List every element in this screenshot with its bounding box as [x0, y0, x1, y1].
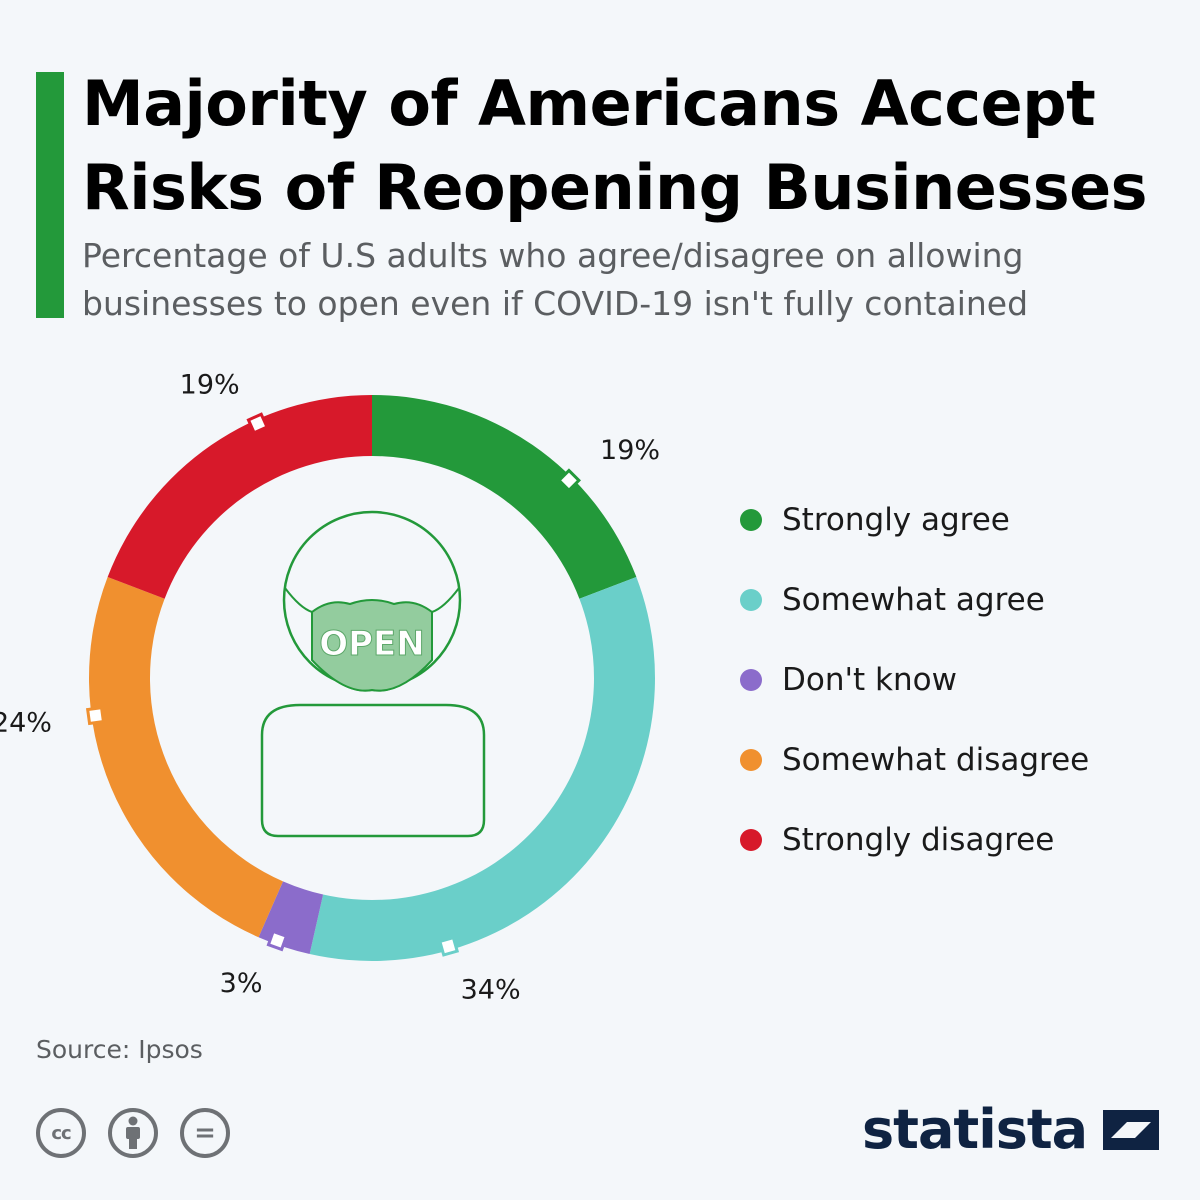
person-mask-icon: OPEN	[260, 510, 486, 838]
value-label-somewhat-disagree: 24%	[0, 707, 52, 738]
slice-marker-somewhat-agree	[438, 935, 460, 957]
no-derivatives-icon[interactable]: =	[180, 1108, 230, 1158]
source-note: Source: Ipsos	[36, 1035, 203, 1064]
legend-item-dont-know: Don't know	[740, 640, 1089, 720]
legend-item-somewhat-agree: Somewhat agree	[740, 560, 1089, 640]
legend-dot	[740, 829, 762, 851]
donut-slice-strongly-disagree	[107, 395, 372, 599]
legend-item-somewhat-disagree: Somewhat disagree	[740, 720, 1089, 800]
donut-slice-somewhat-agree	[309, 577, 655, 961]
legend-label: Don't know	[782, 662, 957, 698]
legend-label: Strongly agree	[782, 502, 1010, 538]
chart-legend: Strongly agree Somewhat agree Don't know…	[740, 480, 1089, 880]
chart-subtitle: Percentage of U.S adults who agree/disag…	[82, 236, 1029, 323]
value-label-somewhat-agree: 34%	[461, 975, 521, 1006]
legend-dot	[740, 669, 762, 691]
segment-markers	[85, 412, 581, 957]
slice-marker-somewhat-disagree	[85, 706, 106, 726]
value-label-strongly-disagree: 19%	[180, 369, 240, 400]
statista-brand[interactable]: statista	[862, 1098, 1160, 1161]
chart-title: Majority of Americans Accept Risks of Re…	[82, 67, 1148, 224]
legend-label: Strongly disagree	[782, 822, 1055, 858]
cc-icon[interactable]: cc	[36, 1108, 86, 1158]
value-label-strongly-agree: 19%	[600, 435, 660, 466]
slice-marker-don-t-know	[266, 929, 289, 952]
brand-name: statista	[862, 1098, 1088, 1161]
title-accent-bar	[36, 72, 64, 318]
open-sign-text: OPEN	[319, 624, 425, 664]
value-labels: 19% 34% 3% 24% 19%	[0, 369, 660, 1005]
value-label-don-t-know: 3%	[220, 968, 263, 999]
donut-slice-strongly-agree	[372, 395, 637, 599]
legend-dot	[740, 589, 762, 611]
legend-dot	[740, 509, 762, 531]
slice-marker-strongly-agree	[556, 468, 581, 493]
legend-label: Somewhat agree	[782, 582, 1045, 618]
donut-slice-somewhat-disagree	[88, 577, 283, 938]
donut-segments	[88, 395, 655, 961]
legend-item-strongly-agree: Strongly agree	[740, 480, 1089, 560]
license-icons: cc =	[36, 1108, 252, 1158]
legend-label: Somewhat disagree	[782, 742, 1090, 778]
statista-logo-icon	[1103, 1109, 1160, 1150]
legend-item-strongly-disagree: Strongly disagree	[740, 800, 1089, 880]
slice-marker-strongly-disagree	[246, 412, 269, 435]
attribution-icon[interactable]	[108, 1108, 158, 1158]
legend-dot	[740, 749, 762, 771]
